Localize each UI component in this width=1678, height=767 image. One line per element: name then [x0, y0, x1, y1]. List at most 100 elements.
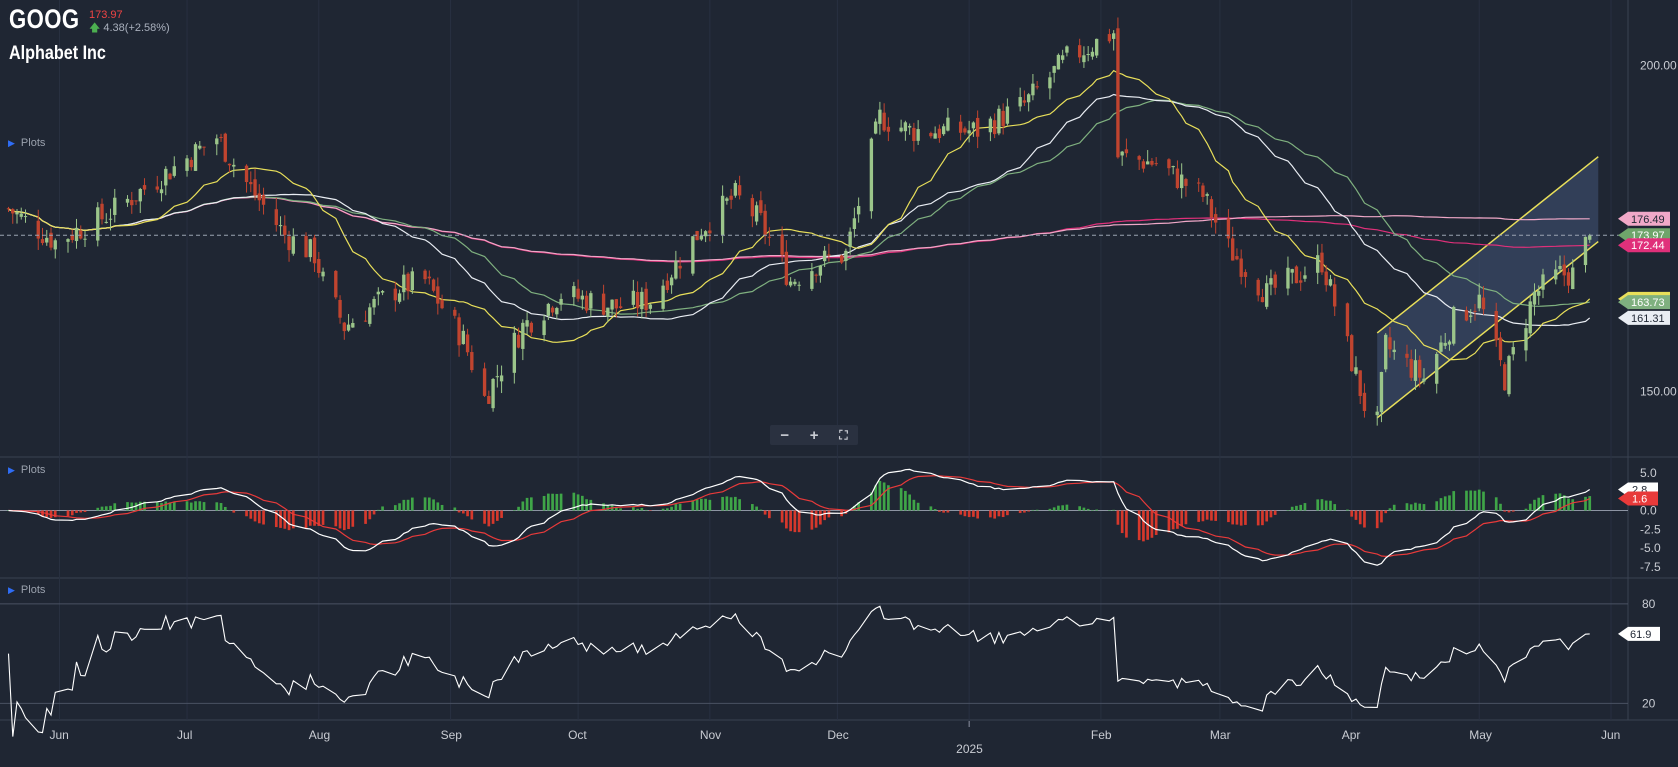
macd-histogram-bar [1176, 510, 1179, 529]
candle-body [1345, 303, 1350, 337]
macd-histogram-bar [768, 510, 771, 519]
macd-histogram-bar [916, 502, 920, 511]
candle-body [759, 200, 763, 213]
macd-line [8, 468, 1591, 566]
fullscreen-button[interactable]: ⛶ [839, 427, 848, 442]
last-price: 173.97 [89, 9, 123, 21]
macd-histogram-bar [189, 502, 193, 511]
candle-body [1286, 267, 1290, 289]
zoom-in-button[interactable]: + [809, 426, 819, 444]
candle-body [1464, 310, 1469, 321]
macd-histogram-bar [1091, 509, 1094, 511]
candle-body [521, 322, 525, 349]
chart-header: GOOG [9, 4, 95, 35]
macd-histogram-bar [1422, 504, 1426, 511]
plots-toggle-main[interactable]: ▶ Plots [8, 137, 45, 149]
candle-body [546, 303, 551, 316]
candle-body [125, 198, 130, 203]
candle-body [1443, 342, 1447, 346]
macd-histogram-bar [1065, 504, 1069, 511]
candle-body [856, 206, 861, 215]
macd-histogram-bar [780, 510, 784, 523]
macd-histogram-bar [525, 497, 529, 511]
macd-histogram-bar [168, 502, 172, 511]
candle-body [997, 108, 1001, 134]
macd-histogram-bar [262, 510, 265, 525]
x-axis-label: May [1469, 728, 1492, 742]
macd-histogram-bar [1507, 510, 1511, 513]
candle-body [49, 232, 53, 248]
candle-body [172, 166, 176, 176]
candle-body [1145, 161, 1150, 165]
candle-body [312, 237, 317, 264]
candle-body [644, 288, 648, 311]
candle-body [244, 165, 249, 183]
candle-body [1452, 306, 1456, 344]
plots-toggle-rsi[interactable]: ▶ Plots [8, 584, 45, 596]
price-tag [1618, 310, 1670, 325]
macd-histogram-bar [257, 510, 261, 524]
x-axis-label: Sep [441, 728, 463, 742]
macd-histogram-bar [938, 510, 941, 512]
candle-body [550, 307, 555, 313]
price-change: 4.38(+2.58%) [103, 22, 170, 34]
macd-histogram-bar [66, 510, 70, 517]
candle-body [159, 189, 164, 194]
candle-body [1375, 411, 1379, 416]
candle-body [457, 317, 461, 346]
macd-histogram-bar [279, 510, 282, 528]
candle-body [1001, 110, 1005, 127]
macd-histogram-bar [734, 496, 737, 511]
candle-body [100, 203, 104, 220]
price-tag-label: 172.44 [1631, 240, 1665, 252]
macd-histogram-bar [899, 488, 903, 511]
candle-body [1048, 77, 1052, 89]
macd-histogram-bar [1214, 510, 1218, 521]
macd-histogram-bar [1095, 509, 1099, 511]
macd-y-tick-label: 5.0 [1640, 466, 1657, 480]
macd-histogram-bar [670, 506, 673, 511]
candle-body [958, 121, 963, 133]
candle-body [253, 179, 257, 196]
zoom-out-button[interactable]: − [780, 426, 790, 444]
candle-body [317, 259, 321, 274]
macd-histogram-bar [976, 510, 979, 519]
candle-body [674, 260, 678, 279]
macd-histogram-bar [1244, 510, 1247, 525]
candle-body [703, 231, 708, 237]
candle-body [1439, 342, 1443, 352]
macd-histogram-bar [287, 510, 291, 531]
macd-histogram-bar [440, 504, 444, 511]
candle-body [780, 234, 784, 255]
macd-histogram-bar [1537, 497, 1541, 511]
macd-histogram-bar [1324, 500, 1328, 511]
candle-body [1324, 271, 1328, 286]
macd-histogram-bar [500, 510, 503, 518]
macd-histogram-bar [143, 501, 146, 511]
macd-histogram-bar [755, 506, 758, 511]
candle-body [988, 118, 993, 133]
price-tag-label: 163.73 [1631, 297, 1665, 309]
macd-histogram-bar [1052, 507, 1056, 511]
candle-body [155, 186, 159, 190]
macd-histogram-bar [1295, 505, 1298, 511]
candle-body [606, 307, 610, 317]
candle-body [1026, 94, 1031, 103]
macd-histogram-bar [1061, 505, 1065, 511]
candle-body [79, 230, 83, 239]
macd-histogram-bar [649, 510, 652, 511]
price-tag [1618, 295, 1670, 310]
macd-histogram-bar [109, 505, 112, 511]
candle-body [1150, 160, 1154, 165]
candle-body [793, 281, 797, 285]
candle-body [96, 207, 100, 241]
macd-histogram-bar [1469, 490, 1473, 511]
macd-histogram-bar [113, 503, 117, 511]
macd-histogram-bar [1358, 510, 1362, 525]
candle-body [572, 286, 576, 298]
macd-histogram-bar [959, 510, 962, 515]
plots-toggle-macd[interactable]: ▶ Plots [8, 464, 45, 476]
candle-body [610, 299, 614, 310]
candle-body [665, 280, 670, 290]
